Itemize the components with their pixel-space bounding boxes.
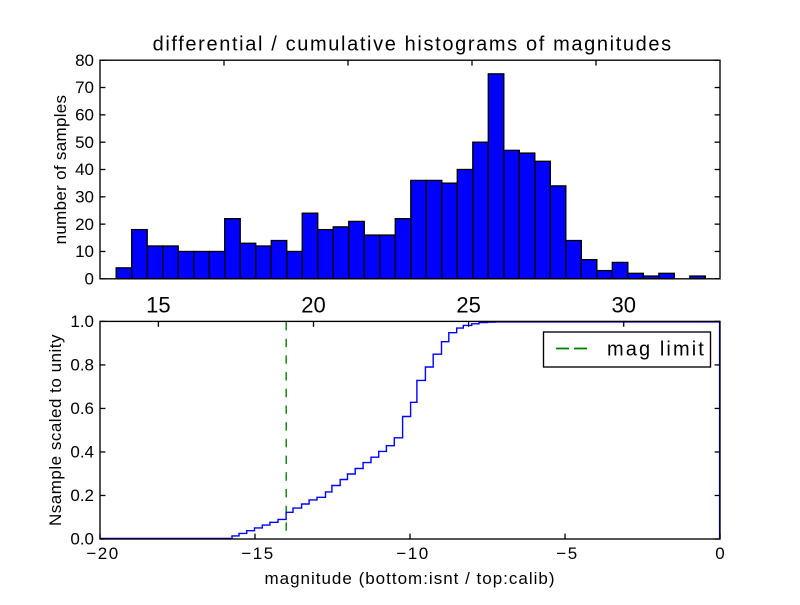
- svg-text:0.8: 0.8: [70, 356, 94, 375]
- svg-text:30: 30: [75, 188, 94, 207]
- svg-text:20: 20: [75, 215, 94, 234]
- svg-text:differential / cumulative hist: differential / cumulative histograms of …: [153, 34, 673, 56]
- svg-text:15: 15: [146, 293, 170, 318]
- svg-text:80: 80: [75, 51, 94, 70]
- svg-text:25: 25: [456, 293, 480, 318]
- svg-text:−15: −15: [241, 544, 274, 563]
- svg-text:0.4: 0.4: [70, 443, 94, 462]
- svg-text:number of samples: number of samples: [51, 95, 70, 245]
- svg-text:0: 0: [85, 270, 94, 289]
- svg-text:magnitude (bottom:isnt / top:c: magnitude (bottom:isnt / top:calib): [264, 569, 555, 588]
- svg-text:−5: −5: [556, 544, 578, 563]
- svg-text:10: 10: [75, 242, 94, 261]
- svg-text:50: 50: [75, 133, 94, 152]
- svg-text:20: 20: [301, 293, 325, 318]
- svg-text:0.0: 0.0: [70, 530, 94, 549]
- svg-text:60: 60: [75, 106, 94, 125]
- svg-text:Nsample scaled to unity: Nsample scaled to unity: [46, 334, 65, 526]
- svg-text:0.6: 0.6: [70, 399, 94, 418]
- svg-text:−10: −10: [396, 544, 429, 563]
- svg-text:−20: −20: [86, 544, 119, 563]
- svg-text:0: 0: [715, 544, 724, 563]
- svg-text:0.2: 0.2: [70, 486, 94, 505]
- svg-text:70: 70: [75, 78, 94, 97]
- svg-text:mag limit: mag limit: [607, 339, 706, 361]
- svg-text:40: 40: [75, 160, 94, 179]
- svg-text:30: 30: [611, 293, 635, 318]
- svg-text:1.0: 1.0: [70, 312, 94, 331]
